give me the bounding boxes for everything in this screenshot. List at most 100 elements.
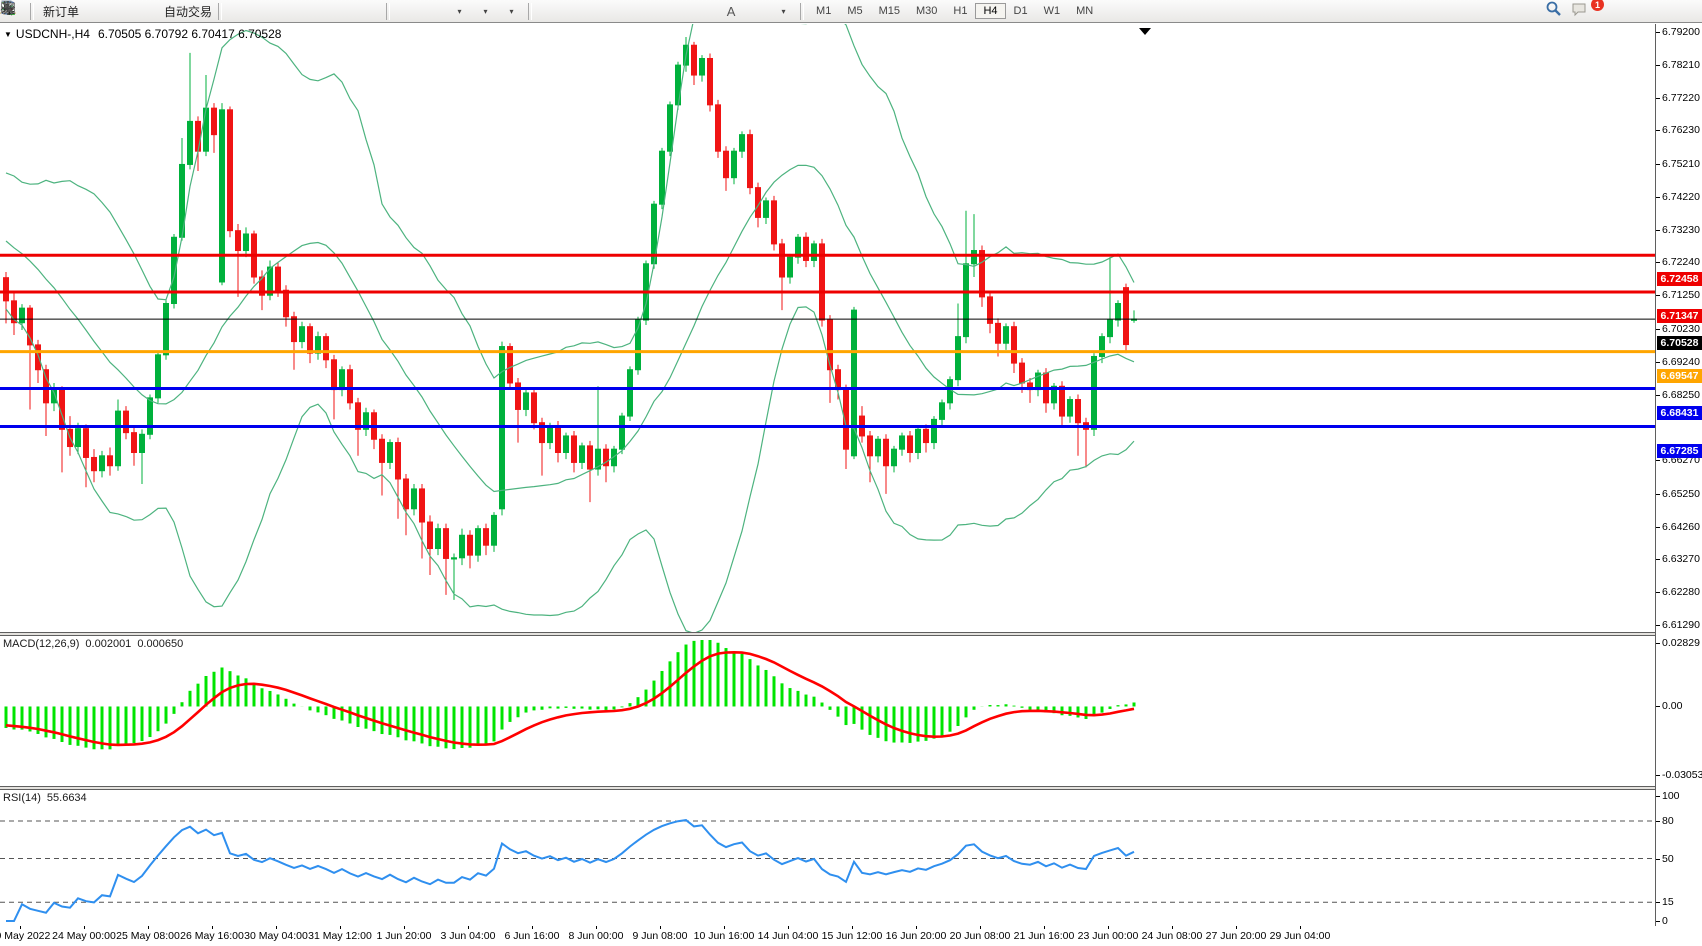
- macd-axis-label: -0.030537: [1662, 769, 1702, 781]
- trendline-tool-button[interactable]: [1, 1, 666, 22]
- price-tick-label: 6.75210: [1662, 158, 1700, 171]
- indicators-dropdown-caret[interactable]: ▾: [457, 6, 462, 16]
- search-button[interactable]: [1545, 1, 1571, 22]
- new-order-label: 新订单: [43, 4, 80, 19]
- zoom-out-button[interactable]: [2, 1, 356, 22]
- time-label: 26 May 16:00: [180, 930, 244, 942]
- time-label: 20 May 2022: [0, 930, 51, 942]
- timeframe-w1[interactable]: W1: [1043, 5, 1061, 17]
- vertical-line-tool-button[interactable]: [7, 1, 614, 22]
- price-tick-label: 6.74220: [1662, 190, 1700, 203]
- level-price-tag: 6.67285: [1657, 443, 1702, 458]
- time-label: 30 May 04:00: [244, 930, 308, 942]
- time-label: 20 Jun 08:00: [949, 930, 1011, 942]
- rsi-pane[interactable]: RSI(14) 55.6634: [0, 790, 1655, 926]
- timeframe-m30[interactable]: M30: [916, 5, 938, 17]
- axis-tick: [1656, 526, 1660, 528]
- auto-scroll-button[interactable]: [1, 1, 420, 22]
- time-tick: [1172, 926, 1173, 929]
- tile-windows-button[interactable]: [2, 1, 382, 22]
- equidistant-channel-tool-button[interactable]: E: [0, 1, 692, 22]
- timeframe-d1[interactable]: D1: [1013, 5, 1028, 17]
- price-tick-label: 6.72240: [1662, 256, 1700, 269]
- macd-axis-label: 0.02829: [1662, 637, 1700, 649]
- cursor-tool-button[interactable]: [4, 1, 562, 22]
- text-label-tool-button[interactable]: T: [1, 1, 770, 22]
- axis-tick: [1656, 64, 1660, 66]
- axis-tick: [1656, 394, 1660, 396]
- rsi-name: RSI(14): [3, 792, 41, 804]
- arrows-tool-button[interactable]: ▾: [2, 1, 796, 22]
- timeframe-buttons: M1 M5 M15 M30 H1 H4 D1 W1 MN: [808, 3, 1101, 19]
- price-tick-label: 6.61290: [1662, 619, 1700, 631]
- macd-label: MACD(12,26,9) 0.002001 0.000650: [3, 638, 183, 650]
- price-tick-label: 6.63270: [1662, 553, 1700, 566]
- timeframe-m1[interactable]: M1: [816, 5, 832, 17]
- macd-name: MACD(12,26,9): [3, 638, 80, 650]
- price-axis[interactable]: 6.79200 6.78210 6.77220 6.76230 6.75210 6.742…: [1655, 24, 1702, 927]
- axis-tick: [1656, 32, 1660, 33]
- price-tick-label: 6.68250: [1662, 388, 1700, 401]
- timeframe-mn[interactable]: MN: [1076, 5, 1094, 17]
- bar-chart-mode-button[interactable]: [2, 1, 252, 22]
- timeframe-m5[interactable]: M5: [847, 5, 863, 17]
- crosshair-tool-button[interactable]: [1, 1, 588, 22]
- chart-shift-button[interactable]: [1, 1, 446, 22]
- candlestick-mode-button[interactable]: [2, 1, 278, 22]
- pane-splitter[interactable]: [0, 632, 1702, 636]
- time-tick: [212, 926, 213, 929]
- time-label: 10 Jun 16:00: [693, 930, 755, 942]
- pane-splitter[interactable]: [0, 786, 1702, 790]
- time-tick: [980, 926, 981, 929]
- candlestick-chart[interactable]: [0, 24, 1655, 632]
- axis-tick: [1656, 361, 1660, 363]
- notifications-button[interactable]: 1: [1571, 0, 1604, 22]
- price-tick-label: 6.64260: [1662, 520, 1700, 533]
- arrows-dropdown-caret[interactable]: ▾: [781, 6, 786, 16]
- timeframe-m15[interactable]: M15: [878, 5, 900, 17]
- text-tool-button[interactable]: A: [726, 3, 736, 19]
- rsi-axis-label: 0: [1662, 915, 1668, 927]
- indicators-button[interactable]: ▾: [0, 1, 472, 22]
- rsi-label: RSI(14) 55.6634: [3, 792, 87, 804]
- time-label: 25 May 08:00: [116, 930, 180, 942]
- periods-button[interactable]: ▾: [1, 1, 498, 22]
- symbol-period-label: USDCNH-,H4: [15, 27, 90, 41]
- time-tick: [1108, 926, 1109, 929]
- axis-tick: [1656, 559, 1660, 561]
- auto-trading-button[interactable]: 自动交易: [0, 1, 214, 22]
- price-tick-label: 6.76230: [1662, 124, 1700, 137]
- market-watch-button[interactable]: [1, 1, 133, 22]
- fibonacci-tool-button[interactable]: F: [1, 1, 718, 22]
- time-tick: [404, 926, 405, 929]
- new-order-button[interactable]: 新订单: [1, 0, 81, 22]
- line-chart-mode-button[interactable]: [1, 1, 304, 22]
- axis-tick: [1656, 902, 1660, 904]
- periods-dropdown-caret[interactable]: ▾: [483, 6, 488, 16]
- templates-dropdown-caret[interactable]: ▾: [509, 6, 514, 16]
- axis-tick: [1656, 775, 1660, 776]
- time-label: 29 Jun 04:00: [1269, 930, 1331, 942]
- time-label: 23 Jun 00:00: [1077, 930, 1139, 942]
- symbol-dropdown-icon[interactable]: ▼: [4, 29, 12, 39]
- axis-tick: [1656, 262, 1660, 264]
- main-chart-pane[interactable]: ▼ USDCNH-,H4 6.70505 6.70792 6.70417 6.7…: [0, 24, 1655, 632]
- axis-tick: [1656, 460, 1660, 462]
- axis-tick: [1656, 706, 1660, 708]
- macd-pane[interactable]: MACD(12,26,9) 0.002001 0.000650: [0, 636, 1655, 786]
- axis-tick: [1656, 97, 1660, 99]
- history-center-button[interactable]: [1, 1, 107, 22]
- timeframe-h1[interactable]: H1: [953, 5, 968, 17]
- axis-tick: [1656, 493, 1660, 495]
- zoom-in-button[interactable]: [2, 1, 330, 22]
- signals-button[interactable]: [1, 1, 159, 22]
- time-tick: [916, 926, 917, 929]
- templates-button[interactable]: ▾: [1, 1, 524, 22]
- time-tick: [532, 926, 533, 929]
- horizontal-line-tool-button[interactable]: [1, 1, 640, 22]
- timeframe-h4[interactable]: H4: [975, 3, 1006, 19]
- axis-tick: [1656, 821, 1660, 822]
- axis-tick: [1656, 625, 1660, 626]
